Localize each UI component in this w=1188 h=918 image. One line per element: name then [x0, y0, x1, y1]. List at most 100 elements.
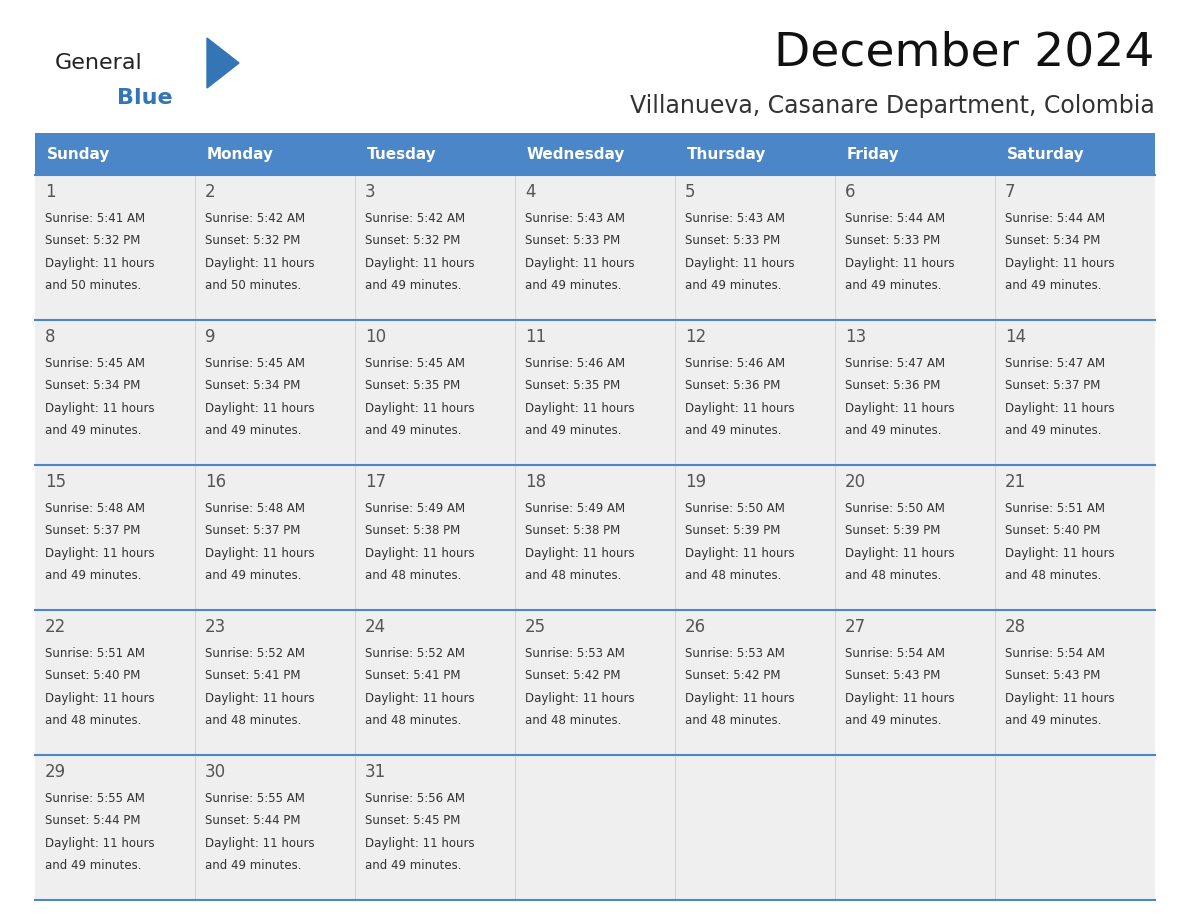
- Text: 5: 5: [685, 183, 695, 201]
- Text: 29: 29: [45, 763, 67, 781]
- Text: Sunday: Sunday: [48, 147, 110, 162]
- Text: and 49 minutes.: and 49 minutes.: [206, 859, 302, 872]
- Text: Daylight: 11 hours: Daylight: 11 hours: [206, 837, 315, 850]
- Text: Sunset: 5:32 PM: Sunset: 5:32 PM: [365, 234, 461, 248]
- Bar: [34, 320, 195, 465]
- Text: Sunrise: 5:55 AM: Sunrise: 5:55 AM: [45, 792, 145, 805]
- Text: Sunset: 5:39 PM: Sunset: 5:39 PM: [685, 524, 781, 537]
- Text: Daylight: 11 hours: Daylight: 11 hours: [845, 692, 955, 705]
- Text: Sunrise: 5:49 AM: Sunrise: 5:49 AM: [365, 502, 466, 515]
- Bar: [675, 133, 835, 175]
- Text: Sunset: 5:34 PM: Sunset: 5:34 PM: [206, 379, 301, 393]
- Text: and 49 minutes.: and 49 minutes.: [365, 424, 461, 437]
- Text: Sunrise: 5:48 AM: Sunrise: 5:48 AM: [206, 502, 305, 515]
- Text: Sunset: 5:35 PM: Sunset: 5:35 PM: [525, 379, 620, 393]
- Text: 15: 15: [45, 473, 67, 491]
- Text: and 50 minutes.: and 50 minutes.: [45, 279, 141, 293]
- Text: 4: 4: [525, 183, 536, 201]
- Text: Sunset: 5:33 PM: Sunset: 5:33 PM: [525, 234, 620, 248]
- Text: Daylight: 11 hours: Daylight: 11 hours: [206, 547, 315, 560]
- Text: and 49 minutes.: and 49 minutes.: [365, 859, 461, 872]
- Text: Sunset: 5:37 PM: Sunset: 5:37 PM: [1005, 379, 1100, 393]
- Text: 1: 1: [45, 183, 56, 201]
- Bar: [34, 465, 195, 610]
- Text: Daylight: 11 hours: Daylight: 11 hours: [685, 402, 795, 415]
- Text: Sunset: 5:38 PM: Sunset: 5:38 PM: [525, 524, 620, 537]
- Bar: [675, 755, 835, 900]
- Bar: [195, 755, 355, 900]
- Text: Sunset: 5:38 PM: Sunset: 5:38 PM: [365, 524, 460, 537]
- Bar: [516, 755, 675, 900]
- Text: 24: 24: [365, 618, 386, 636]
- Text: Saturday: Saturday: [1007, 147, 1085, 162]
- Bar: [996, 610, 1155, 755]
- Text: Daylight: 11 hours: Daylight: 11 hours: [685, 257, 795, 270]
- Text: Daylight: 11 hours: Daylight: 11 hours: [45, 257, 154, 270]
- Text: Sunset: 5:45 PM: Sunset: 5:45 PM: [365, 814, 461, 827]
- Text: and 49 minutes.: and 49 minutes.: [45, 859, 141, 872]
- Text: Daylight: 11 hours: Daylight: 11 hours: [845, 547, 955, 560]
- Text: Daylight: 11 hours: Daylight: 11 hours: [525, 547, 634, 560]
- Text: Sunset: 5:32 PM: Sunset: 5:32 PM: [45, 234, 140, 248]
- Bar: [996, 465, 1155, 610]
- Text: and 48 minutes.: and 48 minutes.: [685, 569, 782, 582]
- Text: Sunrise: 5:51 AM: Sunrise: 5:51 AM: [45, 647, 145, 660]
- Text: Sunrise: 5:53 AM: Sunrise: 5:53 AM: [525, 647, 625, 660]
- Bar: [835, 133, 996, 175]
- Text: Daylight: 11 hours: Daylight: 11 hours: [1005, 547, 1114, 560]
- Text: Daylight: 11 hours: Daylight: 11 hours: [1005, 402, 1114, 415]
- Bar: [835, 610, 996, 755]
- Text: 30: 30: [206, 763, 226, 781]
- Text: Daylight: 11 hours: Daylight: 11 hours: [45, 547, 154, 560]
- Text: Friday: Friday: [847, 147, 899, 162]
- Text: Sunset: 5:37 PM: Sunset: 5:37 PM: [206, 524, 301, 537]
- Text: Sunrise: 5:49 AM: Sunrise: 5:49 AM: [525, 502, 625, 515]
- Text: Monday: Monday: [207, 147, 274, 162]
- Text: Sunrise: 5:43 AM: Sunrise: 5:43 AM: [525, 212, 625, 225]
- Text: Sunrise: 5:46 AM: Sunrise: 5:46 AM: [685, 357, 785, 370]
- Text: and 49 minutes.: and 49 minutes.: [845, 714, 942, 727]
- Text: Sunrise: 5:47 AM: Sunrise: 5:47 AM: [1005, 357, 1105, 370]
- Bar: [195, 465, 355, 610]
- Bar: [355, 465, 516, 610]
- Text: and 49 minutes.: and 49 minutes.: [45, 424, 141, 437]
- Text: Sunrise: 5:45 AM: Sunrise: 5:45 AM: [206, 357, 305, 370]
- Bar: [516, 320, 675, 465]
- Text: Sunrise: 5:47 AM: Sunrise: 5:47 AM: [845, 357, 946, 370]
- Text: Sunset: 5:33 PM: Sunset: 5:33 PM: [845, 234, 940, 248]
- Text: and 49 minutes.: and 49 minutes.: [206, 569, 302, 582]
- Text: Daylight: 11 hours: Daylight: 11 hours: [206, 402, 315, 415]
- Bar: [675, 175, 835, 320]
- Text: Sunrise: 5:54 AM: Sunrise: 5:54 AM: [1005, 647, 1105, 660]
- Bar: [195, 610, 355, 755]
- Text: Sunset: 5:39 PM: Sunset: 5:39 PM: [845, 524, 941, 537]
- Text: Sunrise: 5:52 AM: Sunrise: 5:52 AM: [365, 647, 465, 660]
- Text: 2: 2: [206, 183, 216, 201]
- Text: Sunrise: 5:50 AM: Sunrise: 5:50 AM: [685, 502, 785, 515]
- Text: December 2024: December 2024: [775, 30, 1155, 75]
- Text: Sunset: 5:34 PM: Sunset: 5:34 PM: [45, 379, 140, 393]
- Text: 25: 25: [525, 618, 546, 636]
- Text: 23: 23: [206, 618, 226, 636]
- Text: 27: 27: [845, 618, 866, 636]
- Bar: [996, 320, 1155, 465]
- Text: and 48 minutes.: and 48 minutes.: [45, 714, 141, 727]
- Text: Sunset: 5:36 PM: Sunset: 5:36 PM: [845, 379, 941, 393]
- Text: 12: 12: [685, 328, 706, 346]
- Text: Sunset: 5:43 PM: Sunset: 5:43 PM: [845, 669, 941, 682]
- Text: and 50 minutes.: and 50 minutes.: [206, 279, 302, 293]
- Text: and 49 minutes.: and 49 minutes.: [45, 569, 141, 582]
- Text: Sunset: 5:33 PM: Sunset: 5:33 PM: [685, 234, 781, 248]
- Text: Sunrise: 5:43 AM: Sunrise: 5:43 AM: [685, 212, 785, 225]
- Text: Daylight: 11 hours: Daylight: 11 hours: [845, 402, 955, 415]
- Text: General: General: [55, 53, 143, 73]
- Text: 8: 8: [45, 328, 56, 346]
- Text: Tuesday: Tuesday: [367, 147, 437, 162]
- Text: Sunset: 5:42 PM: Sunset: 5:42 PM: [525, 669, 620, 682]
- Text: Sunrise: 5:46 AM: Sunrise: 5:46 AM: [525, 357, 625, 370]
- Bar: [355, 610, 516, 755]
- Bar: [34, 755, 195, 900]
- Bar: [996, 133, 1155, 175]
- Text: and 48 minutes.: and 48 minutes.: [845, 569, 941, 582]
- Bar: [675, 320, 835, 465]
